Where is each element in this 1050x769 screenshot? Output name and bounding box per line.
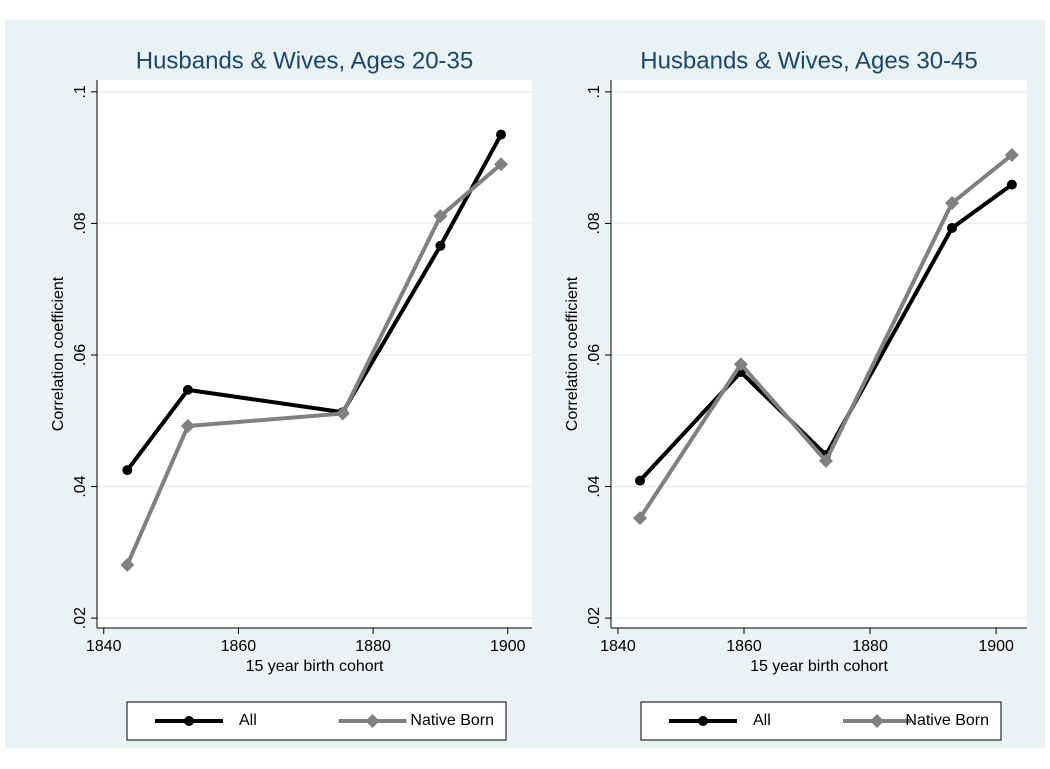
marker [494,157,509,172]
plot-area [611,80,1027,628]
y-tick-label: .06 [586,344,603,366]
y-tick-label: .08 [586,212,603,234]
y-axis-label: Correlation coefficient [50,276,67,431]
x-tick-label: 1900 [978,638,1014,655]
legend-label: All [753,712,771,729]
marker [335,406,350,421]
marker [122,465,133,476]
chart-title: Husbands & Wives, Ages 20-35 [136,47,474,74]
marker [435,240,446,251]
marker [496,129,507,140]
x-tick-label: 1840 [86,638,122,655]
y-tick-label: .1 [586,85,603,98]
y-tick-label: .06 [72,344,89,366]
x-tick-label: 1840 [600,638,636,655]
x-tick-label: 1880 [355,638,391,655]
x-tick-label: 1900 [490,638,526,655]
y-tick-label: .04 [586,475,603,497]
marker [634,475,645,486]
legend-marker [698,716,708,726]
legend-marker [184,716,194,726]
marker [944,196,959,211]
legend-label: Native Born [410,712,494,729]
marker [120,557,135,572]
legend-marker [870,714,884,728]
marker [632,511,647,526]
marker [433,209,448,224]
y-tick-label: .02 [586,607,603,629]
y-axis-label: Correlation coefficient [564,276,581,431]
marker [1004,147,1019,162]
legend-label: All [239,712,257,729]
y-tick-label: .1 [72,85,89,98]
chart-title: Husbands & Wives, Ages 30-45 [640,47,978,74]
y-tick-label: .02 [72,607,89,629]
x-tick-label: 1860 [726,638,762,655]
marker [946,223,957,234]
x-axis-label: 15 year birth cohort [246,658,384,675]
marker [182,384,193,395]
legend-marker [365,714,380,728]
marker [180,419,195,434]
marker [818,453,833,468]
marker [1006,179,1017,190]
legend-label: Native Born [905,712,989,729]
x-axis-label: 15 year birth cohort [750,658,888,675]
x-tick-label: 1860 [221,638,257,655]
y-tick-label: .08 [72,212,89,234]
x-tick-label: 1880 [852,638,888,655]
y-tick-label: .04 [72,475,89,497]
plot-area [97,80,532,628]
marker [733,357,748,372]
